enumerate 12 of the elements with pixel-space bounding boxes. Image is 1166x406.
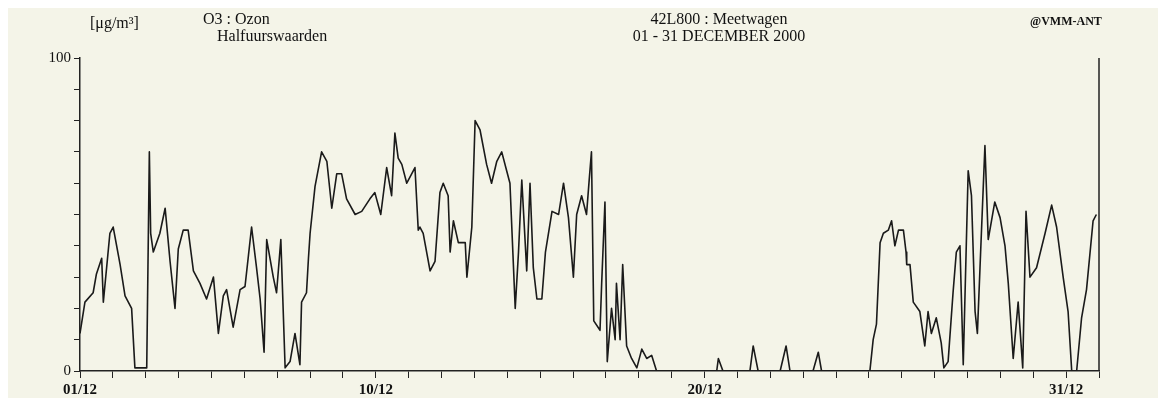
x-tick-label: 20/12 (687, 380, 722, 397)
text: O3 : Ozon (203, 10, 270, 27)
y-tick-label: 0 (63, 361, 71, 378)
text: @VMM-ANT (1030, 13, 1102, 30)
chart-title: 42L800 : Meetwagen (650, 10, 788, 27)
x-tick-label: 10/12 (358, 380, 393, 397)
y-tick-label: 100 (48, 48, 71, 65)
chart-subtitle: 01 - 31 DECEMBER 2000 (632, 27, 806, 44)
x-tick-label: 31/12 (1049, 380, 1084, 397)
x-tick-label: 01/12 (62, 380, 98, 397)
text: Halfuurswaarden (217, 27, 328, 44)
y-axis-title: [μg/m³] (90, 14, 139, 31)
